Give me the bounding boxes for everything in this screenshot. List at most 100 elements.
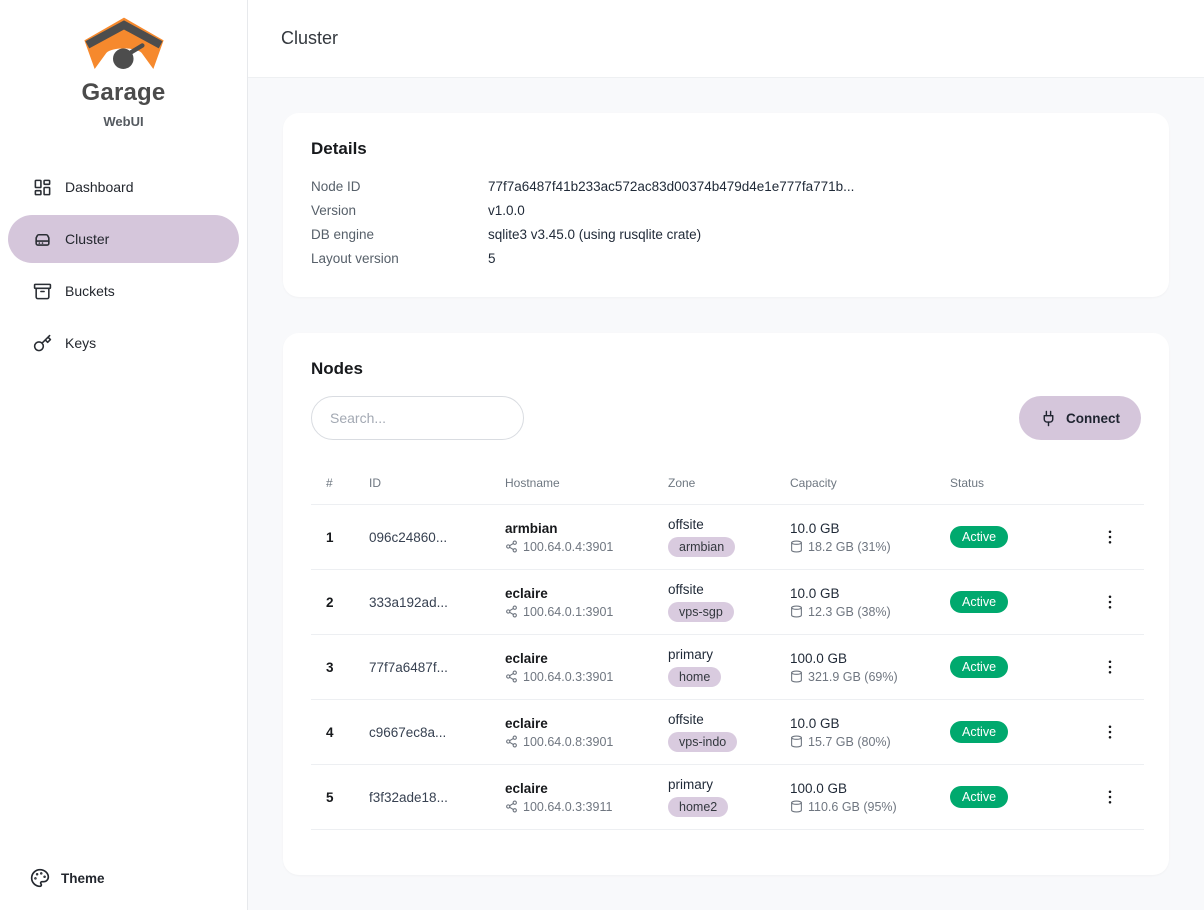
brand-name: Garage xyxy=(81,79,166,106)
node-id: 333a192ad... xyxy=(369,569,505,635)
row-actions-menu-button[interactable] xyxy=(1076,788,1144,806)
node-capacity: 10.0 GB xyxy=(790,520,840,536)
more-vertical-icon xyxy=(1101,723,1119,741)
node-address: 100.64.0.4:3901 xyxy=(523,539,614,554)
col-header-hostname: Hostname xyxy=(505,466,668,505)
dashboard-icon xyxy=(33,178,52,197)
sidebar-item-label: Cluster xyxy=(65,231,110,247)
node-capacity: 10.0 GB xyxy=(790,585,840,601)
garage-logo-icon xyxy=(83,17,164,69)
status-badge: Active xyxy=(950,526,1009,548)
palette-icon xyxy=(30,868,50,888)
node-capacity: 10.0 GB xyxy=(790,715,840,731)
detail-value: sqlite3 v3.45.0 (using rusqlite crate) xyxy=(488,227,702,242)
sidebar-item-cluster[interactable]: Cluster xyxy=(8,215,239,263)
detail-value: 77f7a6487f41b233ac572ac83d00374b479d4e1e… xyxy=(488,179,855,194)
database-icon xyxy=(790,800,803,813)
sidebar-footer: Theme xyxy=(0,844,247,910)
detail-row-layout-version: Layout version 5 xyxy=(311,247,1141,271)
node-address: 100.64.0.3:3911 xyxy=(523,799,613,814)
detail-label: Layout version xyxy=(311,251,399,266)
sidebar-item-label: Buckets xyxy=(65,283,115,299)
database-icon xyxy=(790,670,803,683)
sidebar-item-label: Keys xyxy=(65,335,97,351)
node-usage: 12.3 GB (38%) xyxy=(808,604,891,619)
row-actions-menu-button[interactable] xyxy=(1076,528,1144,546)
keys-icon xyxy=(33,334,52,353)
database-icon xyxy=(790,605,803,618)
topbar: Cluster xyxy=(248,0,1204,78)
status-badge: Active xyxy=(950,721,1009,743)
table-row: 2 333a192ad... eclaire 100.64.0.1:3901 o… xyxy=(311,569,1144,635)
row-number: 1 xyxy=(311,504,369,570)
node-capacity: 100.0 GB xyxy=(790,780,848,796)
row-actions-menu-button[interactable] xyxy=(1076,658,1144,676)
sidebar-item-buckets[interactable]: Buckets xyxy=(8,267,239,315)
node-zone: primary xyxy=(668,777,714,792)
zone-tag: home xyxy=(668,667,722,687)
node-id: f3f32ade18... xyxy=(369,764,505,830)
node-usage: 321.9 GB (69%) xyxy=(808,669,898,684)
details-rows: Node ID 77f7a6487f41b233ac572ac83d00374b… xyxy=(311,175,1141,271)
col-header-num: # xyxy=(311,466,369,505)
more-vertical-icon xyxy=(1101,593,1119,611)
status-badge: Active xyxy=(950,656,1009,678)
nodes-table: # ID Hostname Zone Capacity Status 1 096… xyxy=(311,466,1144,830)
col-header-status: Status xyxy=(950,466,1076,505)
row-actions-menu-button[interactable] xyxy=(1076,723,1144,741)
row-actions-menu-button[interactable] xyxy=(1076,593,1144,611)
row-number: 5 xyxy=(311,764,369,830)
node-usage: 110.6 GB (95%) xyxy=(808,799,897,814)
database-icon xyxy=(790,540,803,553)
theme-button[interactable]: Theme xyxy=(22,862,113,894)
node-zone: primary xyxy=(668,647,714,662)
node-capacity: 100.0 GB xyxy=(790,650,848,666)
details-card: Details Node ID 77f7a6487f41b233ac572ac8… xyxy=(283,113,1169,297)
col-header-id: ID xyxy=(369,466,505,505)
node-hostname: eclaire xyxy=(505,585,548,601)
page-title: Cluster xyxy=(281,28,339,48)
node-hostname: eclaire xyxy=(505,650,548,666)
share-icon xyxy=(505,540,518,553)
detail-label: DB engine xyxy=(311,227,375,242)
content: Details Node ID 77f7a6487f41b233ac572ac8… xyxy=(248,78,1204,910)
node-zone: offsite xyxy=(668,582,704,597)
node-zone: offsite xyxy=(668,712,704,727)
connect-button[interactable]: Connect xyxy=(1019,396,1141,440)
row-number: 4 xyxy=(311,699,369,765)
node-usage: 15.7 GB (80%) xyxy=(808,734,891,749)
col-header-capacity: Capacity xyxy=(790,466,950,505)
detail-value: 5 xyxy=(488,251,496,266)
detail-value: v1.0.0 xyxy=(488,203,525,218)
detail-label: Node ID xyxy=(311,179,361,194)
sidebar-item-keys[interactable]: Keys xyxy=(8,319,239,367)
zone-tag: armbian xyxy=(668,537,736,557)
more-vertical-icon xyxy=(1101,788,1119,806)
node-id: c9667ec8a... xyxy=(369,699,505,765)
plug-icon xyxy=(1040,410,1057,427)
more-vertical-icon xyxy=(1101,658,1119,676)
table-body: 1 096c24860... armbian 100.64.0.4:3901 o… xyxy=(311,504,1144,830)
status-badge: Active xyxy=(950,591,1009,613)
nodes-title: Nodes xyxy=(311,359,363,378)
connect-label: Connect xyxy=(1066,410,1120,426)
sidebar-item-dashboard[interactable]: Dashboard xyxy=(8,163,239,211)
node-address: 100.64.0.8:3901 xyxy=(523,734,614,749)
table-row: 5 f3f32ade18... eclaire 100.64.0.3:3911 … xyxy=(311,764,1144,830)
nodes-toolbar: Connect xyxy=(311,396,1141,440)
brand-subtitle: WebUI xyxy=(103,114,144,129)
buckets-icon xyxy=(33,282,52,301)
cluster-icon xyxy=(33,230,52,249)
node-address: 100.64.0.1:3901 xyxy=(523,604,614,619)
node-address: 100.64.0.3:3901 xyxy=(523,669,614,684)
detail-row-version: Version v1.0.0 xyxy=(311,199,1141,223)
database-icon xyxy=(790,735,803,748)
status-badge: Active xyxy=(950,786,1009,808)
zone-tag: vps-sgp xyxy=(668,602,734,622)
details-title: Details xyxy=(311,139,367,158)
search-input[interactable] xyxy=(311,396,524,440)
node-hostname: armbian xyxy=(505,520,558,536)
node-hostname: eclaire xyxy=(505,715,548,731)
table-header: # ID Hostname Zone Capacity Status xyxy=(311,466,1144,505)
